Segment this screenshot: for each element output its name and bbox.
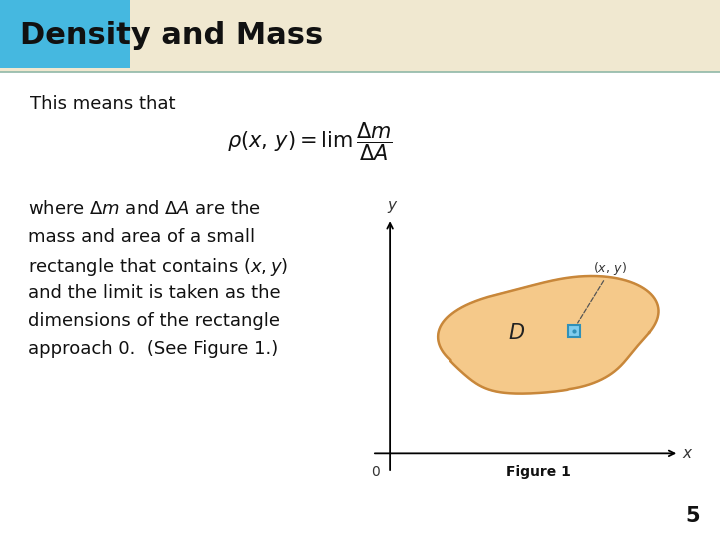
Text: $y$: $y$ [387,199,399,215]
Text: and the limit is taken as the: and the limit is taken as the [28,284,281,302]
Text: $(x,\, y)$: $(x,\, y)$ [593,260,627,277]
Text: where $\Delta m$ and $\Delta A$ are the: where $\Delta m$ and $\Delta A$ are the [28,200,261,218]
Text: Density and Mass: Density and Mass [20,22,323,51]
Text: This means that: This means that [30,95,176,113]
Text: dimensions of the rectangle: dimensions of the rectangle [28,312,280,330]
Text: Figure 1: Figure 1 [505,465,570,479]
Text: $0$: $0$ [372,465,381,479]
Text: $\rho(x,\, y) = \lim\,\dfrac{\Delta m}{\Delta A}$: $\rho(x,\, y) = \lim\,\dfrac{\Delta m}{\… [227,121,393,163]
Text: mass and area of a small: mass and area of a small [28,228,255,246]
Text: rectangle that contains $(x, y)$: rectangle that contains $(x, y)$ [28,256,288,278]
Text: $x$: $x$ [682,446,693,461]
Polygon shape [438,276,659,394]
Bar [568,326,580,337]
Text: $D$: $D$ [508,322,525,342]
Text: approach 0.  (See Figure 1.): approach 0. (See Figure 1.) [28,340,278,358]
Text: 5: 5 [685,506,700,526]
Bar [0,0,130,68]
Bar [0,0,720,72]
